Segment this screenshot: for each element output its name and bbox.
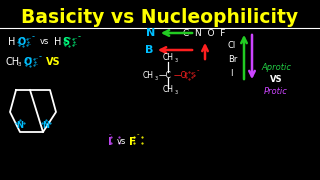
Text: CH: CH	[6, 57, 20, 67]
Text: 3: 3	[18, 62, 21, 68]
Text: --: --	[193, 75, 196, 80]
Text: O: O	[17, 37, 25, 47]
Text: --: --	[74, 37, 78, 42]
Text: N: N	[17, 122, 23, 130]
Text: --: --	[74, 42, 78, 48]
Text: Aprotic: Aprotic	[261, 64, 291, 73]
Text: VS: VS	[46, 57, 60, 67]
Text: --: --	[35, 62, 39, 68]
Text: CH: CH	[163, 86, 174, 94]
Text: -: -	[197, 67, 199, 73]
Text: vs: vs	[40, 37, 49, 46]
Text: F: F	[129, 137, 137, 147]
Text: S: S	[62, 37, 69, 47]
Text: 3: 3	[155, 75, 158, 80]
Text: Br: Br	[228, 55, 237, 64]
Text: --: --	[193, 71, 196, 75]
Text: -: -	[78, 33, 81, 42]
Text: N: N	[43, 122, 50, 130]
Text: VS: VS	[270, 75, 282, 84]
Text: I: I	[230, 69, 233, 78]
Text: --: --	[35, 57, 39, 62]
Text: H: H	[54, 37, 61, 47]
Text: -: -	[109, 131, 111, 137]
Text: I: I	[108, 137, 112, 147]
Text: Basicity vs Nucleophilicity: Basicity vs Nucleophilicity	[21, 8, 299, 27]
Text: -: -	[39, 53, 42, 62]
Text: —O: —O	[174, 71, 188, 80]
Text: --: --	[28, 42, 32, 48]
Text: H: H	[8, 37, 15, 47]
Text: 3: 3	[175, 58, 178, 64]
Text: Cl: Cl	[228, 40, 236, 50]
Text: C  N  O  F: C N O F	[183, 28, 225, 37]
Text: --: --	[28, 37, 32, 42]
Text: N: N	[146, 28, 156, 38]
Text: —C: —C	[159, 71, 172, 80]
Text: vs: vs	[116, 138, 126, 147]
Text: O: O	[23, 57, 31, 67]
Text: B: B	[145, 45, 153, 55]
Text: 3: 3	[175, 91, 178, 96]
Text: CH: CH	[163, 53, 174, 62]
Text: Protic: Protic	[264, 87, 288, 96]
Text: CH: CH	[143, 71, 154, 80]
Text: -: -	[32, 33, 35, 42]
Text: -: -	[137, 131, 139, 137]
